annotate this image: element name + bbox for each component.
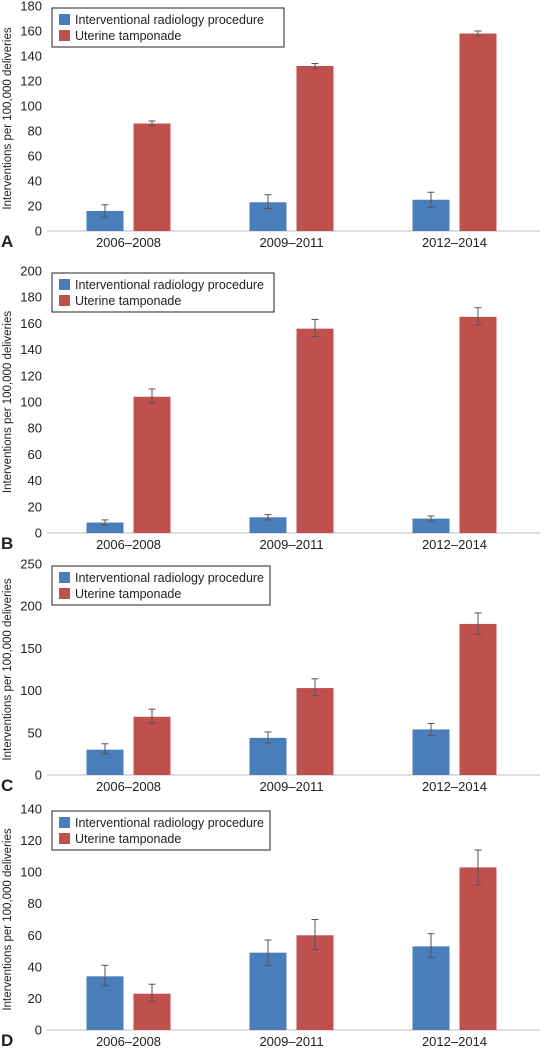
y-tick-label: 100 [20,99,42,114]
bar-tamponade [459,33,497,231]
legend [51,272,275,313]
y-tick-label: 180 [20,290,42,305]
y-tick-label: 120 [20,74,42,89]
panel-letter: B [1,534,13,553]
legend-label: Interventional radiology procedure [75,13,264,27]
x-tick-label: 2006–2008 [96,235,161,250]
y-tick-label: 20 [28,199,42,214]
x-tick-label: 2006–2008 [96,1034,161,1049]
y-tick-label: 180 [20,0,42,14]
y-tick-label: 20 [28,499,42,514]
y-axis-title: Interventions per 100,000 deliveries [2,578,14,760]
y-tick-label: 160 [20,316,42,331]
x-tick-label: 2006–2008 [96,537,161,552]
chart-panel-a: Interventions per 100,000 deliveries 0 20 4… [1,0,540,251]
y-tick-label: 200 [20,599,42,614]
x-tick-label: 2009–2011 [259,779,323,794]
legend-label: Uterine tamponade [75,587,181,601]
panel-letter: A [1,232,13,251]
y-tick-label: 60 [28,149,42,164]
x-tick-label: 2012–2014 [422,537,487,552]
y-tick-label: 60 [28,447,42,462]
y-tick-label: 50 [28,725,42,740]
legend-label: Uterine tamponade [75,294,181,308]
legend [51,810,271,851]
y-tick-label: 250 [20,557,42,572]
legend-swatch [59,14,70,25]
legend-swatch [59,572,70,583]
y-tick-label: 40 [28,174,42,189]
y-tick-label: 100 [20,865,42,880]
legend [51,7,285,48]
bar-ir [412,518,450,533]
y-tick-label: 120 [20,833,42,848]
bar-ir [86,211,124,231]
y-tick-label: 20 [28,991,42,1006]
legend-swatch [59,279,70,290]
chart-panel-c: Interventions per 100,000 deliveries 0 50 1… [1,557,540,795]
legend-swatch [59,588,70,599]
x-tick-label: 2009–2011 [259,537,323,552]
panel-letter: D [1,1031,13,1050]
legend-swatch [59,295,70,306]
y-tick-label: 40 [28,473,42,488]
legend-label: Uterine tamponade [75,832,181,846]
x-tick-label: 2012–2014 [422,779,487,794]
bar-tamponade [296,935,334,1030]
bar-tamponade [459,867,497,1030]
legend-label: Interventional radiology procedure [75,278,264,292]
legend-label: Interventional radiology procedure [75,571,264,585]
y-tick-label: 140 [20,49,42,64]
legend-swatch [59,833,70,844]
y-tick-label: 80 [28,421,42,436]
y-tick-label: 0 [35,526,42,541]
y-tick-label: 100 [20,395,42,410]
y-tick-label: 100 [20,683,42,698]
y-tick-label: 200 [20,264,42,279]
bar-ir [86,522,124,533]
bar-ir [249,737,287,775]
legend-label: Interventional radiology procedure [75,816,264,830]
y-tick-label: 140 [20,342,42,357]
y-tick-label: 120 [20,368,42,383]
panel-letter: C [1,776,13,795]
x-tick-label: 2009–2011 [259,235,323,250]
y-axis-title: Interventions per 100,000 deliveries [2,311,14,493]
y-axis-title: Interventions per 100,000 deliveries [2,828,14,1010]
chart-panel-b: Interventions per 100,000 deliveries 0 20 4… [1,264,540,553]
y-tick-label: 40 [28,959,42,974]
y-tick-label: 80 [28,124,42,139]
x-tick-label: 2009–2011 [259,1034,323,1049]
legend-label: Uterine tamponade [75,29,181,43]
y-tick-label: 150 [20,641,42,656]
y-axis-title: Interventions per 100,000 deliveries [2,27,14,209]
bar-tamponade [459,316,497,533]
x-tick-label: 2006–2008 [96,779,161,794]
y-tick-label: 160 [20,24,42,39]
bar-ir [249,517,287,533]
chart-panel-d: Interventions per 100,000 deliveries 0 20 4… [1,802,540,1050]
bar-tamponade [133,716,171,775]
legend [51,565,271,606]
x-tick-label: 2012–2014 [422,235,487,250]
y-tick-label: 0 [35,224,42,239]
x-tick-label: 2012–2014 [422,1034,487,1049]
bar-tamponade [459,623,497,775]
bar-tamponade [133,396,171,533]
bar-tamponade [133,123,171,231]
legend-swatch [59,30,70,41]
y-tick-label: 0 [35,768,42,783]
bar-ir [412,946,450,1030]
y-tick-label: 60 [28,928,42,943]
bar-tamponade [296,66,334,231]
legend-swatch [59,817,70,828]
y-tick-label: 0 [35,1023,42,1038]
y-tick-label: 80 [28,896,42,911]
bar-ir [412,729,450,775]
bar-tamponade [296,688,334,775]
y-tick-label: 140 [20,802,42,817]
bar-tamponade [296,328,334,533]
